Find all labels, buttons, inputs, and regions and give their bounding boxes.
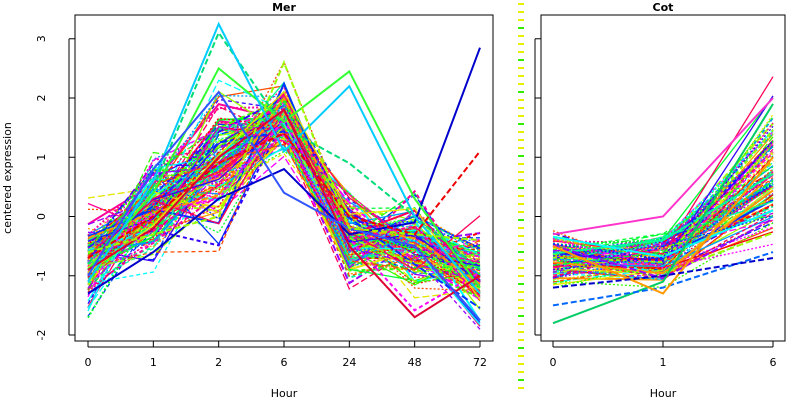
x-tick-label-cot-1: 1 (660, 356, 667, 369)
highlight-series-cot-2 (552, 251, 774, 307)
series-line-cot-94 (552, 151, 774, 265)
panel-divider (518, 3, 524, 389)
series-line-cot-95 (552, 174, 774, 269)
series-line-mer-141 (87, 126, 481, 283)
series-line-cot-107 (552, 215, 774, 257)
series-line-mer-121 (87, 122, 481, 326)
series-line-mer-139 (87, 130, 481, 309)
series-line-cot-106 (552, 178, 774, 265)
series-line-cot-109 (552, 217, 774, 280)
highlight-series-mer-8 (87, 59, 481, 254)
series-line-mer-130 (87, 60, 481, 292)
series-line-mer-126 (87, 133, 481, 299)
series-line-cot-92 (552, 95, 774, 265)
x-tick-label-mer-48: 48 (408, 356, 422, 369)
series-line-mer-148 (87, 90, 481, 300)
series-line-cot-70 (552, 116, 774, 289)
series-line-mer-119 (87, 128, 481, 276)
y-tick-label-3: 3 (35, 35, 48, 42)
series-line-cot-104 (552, 173, 774, 255)
highlight-series-mer-1 (87, 47, 481, 295)
highlight-series-cot-1 (552, 103, 774, 325)
highlight-series-cot-5 (552, 257, 774, 289)
series-line-cot-105 (552, 209, 774, 258)
y-axis-label: centered expression (1, 122, 14, 234)
x-tick-label-mer-72: 72 (473, 356, 487, 369)
series-line-mer-47 (87, 105, 481, 262)
series-line-mer-136 (87, 113, 481, 284)
series-line-mer-142 (87, 117, 481, 312)
series-line-mer-28 (87, 108, 481, 270)
series-line-mer-146 (87, 143, 481, 271)
y-tick-label--1: -1 (35, 270, 48, 281)
x-tick-label-mer-6: 6 (281, 356, 288, 369)
panel-title-mer: Mer (272, 1, 296, 14)
series-line-cot-101 (552, 129, 774, 264)
series-line-cot-88 (552, 200, 774, 264)
x-tick-label-mer-2: 2 (215, 356, 222, 369)
highlight-series-mer-5 (87, 132, 481, 259)
series-line-mer-143 (87, 91, 481, 298)
series-line-mer-150 (87, 150, 481, 268)
series-line-mer-138 (87, 103, 481, 282)
y-tick-label-1: 1 (35, 154, 48, 161)
series-line-mer-111 (87, 93, 481, 260)
highlight-series-cot-4 (552, 156, 774, 295)
series-line-mer-134 (87, 96, 481, 265)
series-line-cot-38 (552, 181, 774, 252)
highlight-series-mer-3 (87, 66, 481, 289)
x-tick-label-cot-0: 0 (550, 356, 557, 369)
series-line-cot-66 (552, 178, 774, 283)
x-axis-label-mer: Hour (271, 387, 298, 400)
series-line-mer-89 (87, 146, 481, 276)
series-line-cot-110 (552, 238, 774, 269)
x-tick-label-cot-6: 6 (770, 356, 777, 369)
y-tick-label-0: 0 (35, 213, 48, 220)
panel-title-cot: Cot (653, 1, 674, 14)
series-line-cot-64 (552, 76, 774, 255)
x-tick-label-mer-1: 1 (150, 356, 157, 369)
x-tick-label-mer-24: 24 (342, 356, 356, 369)
highlight-series-mer-7 (87, 90, 481, 321)
series-line-cot-108 (552, 125, 774, 271)
x-tick-label-mer-0: 0 (85, 356, 92, 369)
x-axis-label-cot: Hour (650, 387, 677, 400)
panel-mer: Mer 0 1 2 6 24 48 72 -2 -1 0 1 2 3 Hour (35, 1, 494, 400)
series-line-cot-71 (552, 186, 774, 256)
series-line-mer-41 (87, 101, 481, 285)
series-line-mer-98 (87, 94, 481, 267)
highlight-series-cot-3 (552, 97, 774, 236)
y-tick-label-2: 2 (35, 95, 48, 102)
panel-cot: Cot 0 1 6 Hour (534, 1, 786, 400)
series-line-cot-76 (552, 140, 774, 262)
y-tick-label--2: -2 (35, 330, 48, 341)
series-line-mer-2 (87, 123, 481, 272)
highlight-series-mer-4 (87, 21, 481, 295)
highlight-series-mer-6 (87, 108, 481, 319)
series-line-mer-135 (87, 99, 481, 319)
